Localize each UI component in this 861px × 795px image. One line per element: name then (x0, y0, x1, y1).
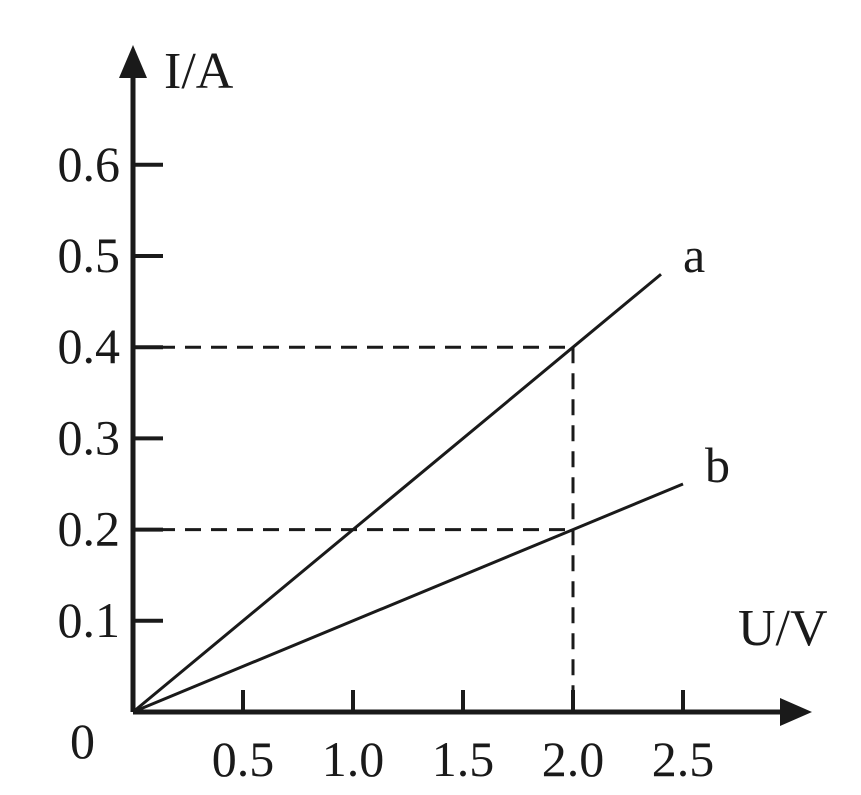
y-tick-label: 0.3 (58, 409, 121, 465)
y-tick-label: 0.4 (58, 318, 121, 374)
series-label-b: b (705, 437, 730, 493)
y-axis-label: I/A (164, 43, 234, 100)
y-axis-arrow (119, 45, 147, 78)
labels: I/A U/V 0 (70, 43, 828, 769)
series-line-b (132, 482, 684, 714)
series: ab (132, 227, 730, 714)
y-tick-label: 0.1 (58, 592, 121, 648)
axes (119, 45, 812, 726)
x-axis-arrow (780, 698, 812, 726)
x-tick-label: 0.5 (212, 731, 275, 787)
ticks: 0.5 1.0 1.5 2.0 2.5 0.1 0.2 0.3 0.4 0.5 0.6 (58, 136, 715, 787)
x-tick-label: 2.0 (542, 731, 605, 787)
x-axis-label: U/V (738, 600, 828, 657)
x-tick-label: 2.5 (652, 731, 715, 787)
origin-label: 0 (70, 713, 95, 769)
x-tick-label: 1.0 (322, 731, 385, 787)
y-tick-label: 0.2 (58, 501, 121, 557)
x-tick-label: 1.5 (432, 731, 495, 787)
series-line-a (132, 273, 662, 714)
series-label-a: a (683, 227, 705, 283)
y-tick-label: 0.5 (58, 227, 121, 283)
y-tick-label: 0.6 (58, 136, 121, 192)
